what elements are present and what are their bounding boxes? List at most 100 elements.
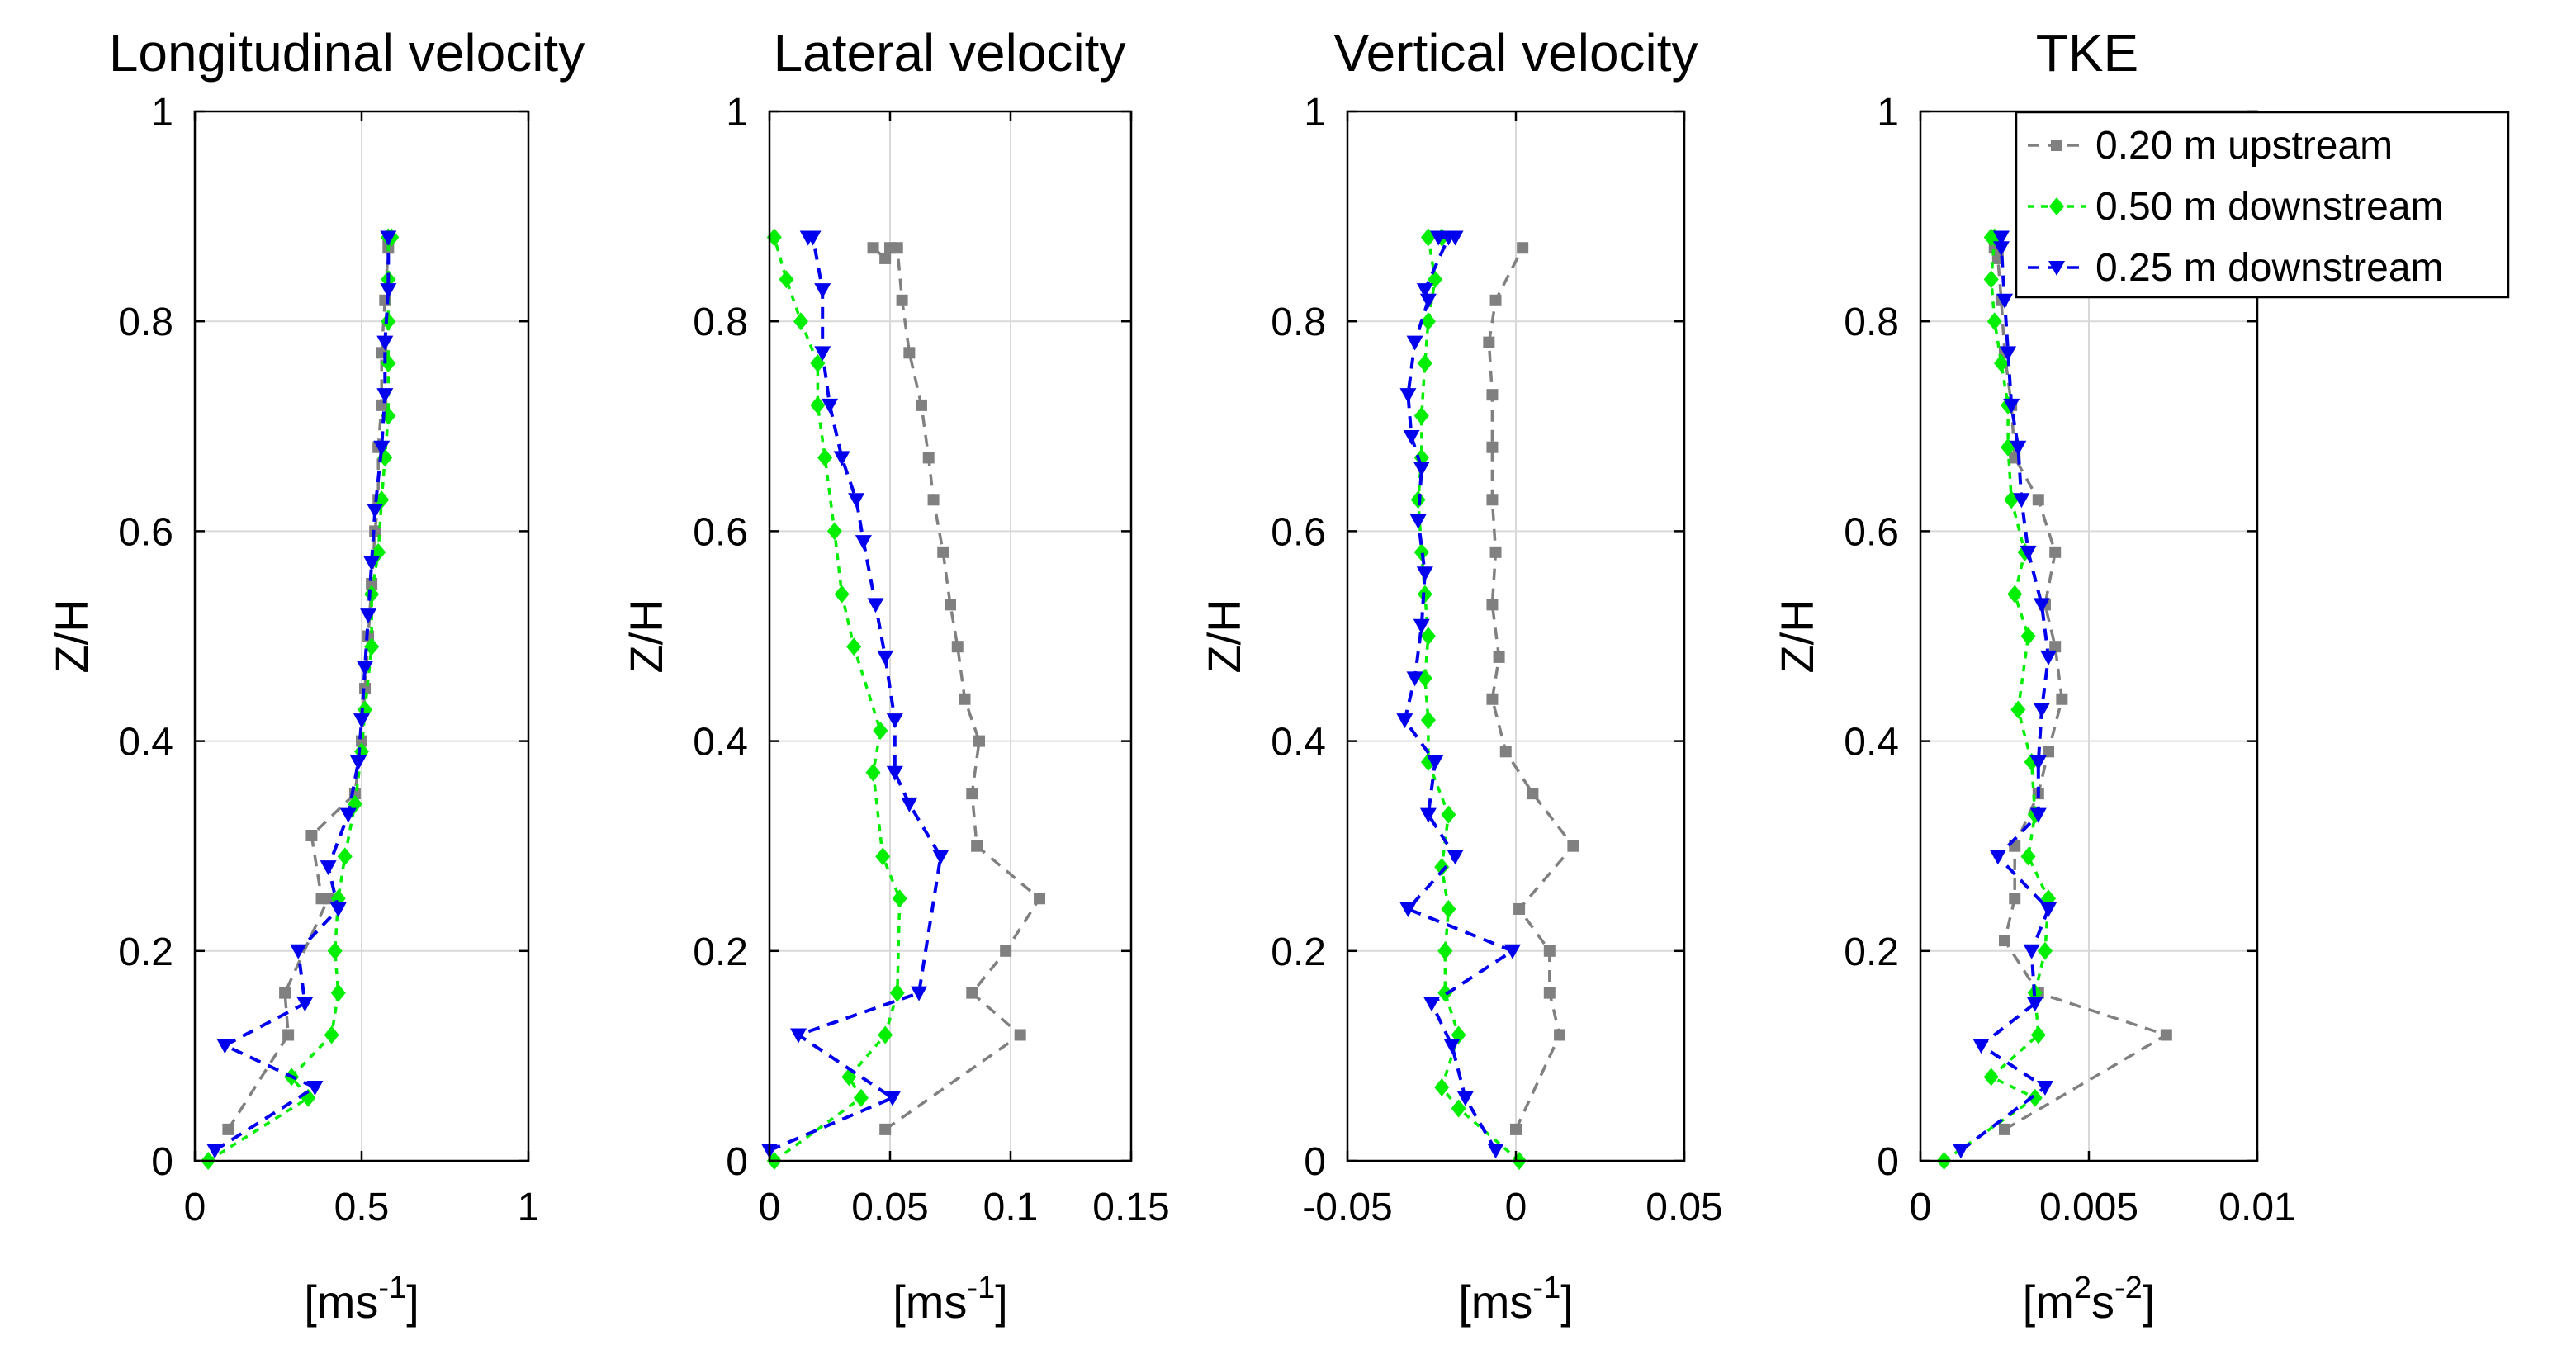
point-down025 xyxy=(2033,703,2050,718)
y-axis-label: Z/H xyxy=(620,599,672,673)
point-down050 xyxy=(2020,627,2036,646)
point-down025 xyxy=(1443,1039,1461,1054)
y-axis-label: Z/H xyxy=(45,599,97,673)
point-down025 xyxy=(376,388,394,404)
point-upstream xyxy=(1483,336,1495,348)
point-upstream xyxy=(2056,693,2068,705)
legend-marker-down050 xyxy=(2049,197,2064,215)
panel-title: TKE xyxy=(2036,23,2138,83)
point-upstream xyxy=(1567,840,1579,852)
x-tick-label: 0 xyxy=(1505,1186,1527,1229)
point-down050 xyxy=(834,585,850,604)
y-tick-label: 0.4 xyxy=(1271,721,1326,765)
point-down025 xyxy=(360,608,377,624)
point-down025 xyxy=(2003,398,2020,414)
point-upstream xyxy=(1513,902,1526,915)
point-down050 xyxy=(826,522,842,541)
y-tick-label: 0.6 xyxy=(118,510,173,554)
point-upstream xyxy=(937,546,949,558)
point-down050 xyxy=(817,448,833,467)
point-down025 xyxy=(1419,807,1437,823)
y-tick-label: 0.8 xyxy=(1844,301,1899,344)
series-line-upstream xyxy=(872,246,1042,1131)
point-down050 xyxy=(2010,700,2026,719)
x-tick-label: 0 xyxy=(759,1186,781,1229)
point-down025 xyxy=(1447,230,1464,246)
point-down050 xyxy=(1417,354,1432,373)
point-down050 xyxy=(853,1088,869,1107)
panel-title: Lateral velocity xyxy=(774,23,1126,83)
point-down050 xyxy=(1434,1078,1450,1097)
point-down050 xyxy=(875,847,891,866)
point-down025 xyxy=(1406,671,1423,687)
point-down025 xyxy=(1456,1091,1474,1106)
series-line-down050 xyxy=(773,237,902,1162)
y-tick-label: 0.8 xyxy=(1271,301,1326,344)
point-down025 xyxy=(2029,755,2047,771)
point-down050 xyxy=(810,395,826,414)
point-down025 xyxy=(1992,230,2010,246)
point-upstream xyxy=(879,1123,892,1135)
point-down025 xyxy=(290,944,307,959)
point-down050 xyxy=(846,637,862,656)
point-upstream xyxy=(305,829,318,841)
point-down025 xyxy=(1487,1144,1504,1159)
point-down025 xyxy=(822,398,838,414)
x-axis-label: [m2s-2] xyxy=(2023,1271,2156,1328)
point-upstream xyxy=(1999,935,2010,947)
point-down050 xyxy=(1434,858,1450,877)
point-down050 xyxy=(1413,542,1429,561)
point-down050 xyxy=(381,312,396,331)
point-upstream xyxy=(971,840,983,852)
point-down050 xyxy=(327,941,343,960)
point-upstream xyxy=(2043,746,2055,758)
point-upstream xyxy=(1486,693,1499,705)
point-down025 xyxy=(886,713,903,729)
point-down025 xyxy=(363,556,381,571)
point-down025 xyxy=(877,650,894,665)
point-down025 xyxy=(357,661,374,676)
panel-1: 0 0.2 0.4 0.6 0.8 1 0 0.5 1 Longitudinal velocity… xyxy=(45,23,585,1328)
y-tick-label: 0.8 xyxy=(118,301,173,344)
point-down025 xyxy=(1403,430,1420,446)
point-down025 xyxy=(833,451,850,466)
point-down025 xyxy=(206,1144,224,1159)
point-down025 xyxy=(1396,713,1413,729)
y-tick-label: 0.6 xyxy=(1271,510,1326,554)
y-tick-label: 1 xyxy=(1877,91,1899,135)
y-tick-label: 0.4 xyxy=(693,721,748,765)
point-down025 xyxy=(1399,902,1417,917)
point-upstream xyxy=(2009,893,2021,905)
point-down025 xyxy=(855,535,872,551)
y-tick-label: 0.6 xyxy=(693,510,748,554)
point-down050 xyxy=(2037,941,2053,960)
x-tick-label: 0.05 xyxy=(1646,1186,1722,1229)
point-down025 xyxy=(1447,850,1464,865)
y-tick-label: 0.4 xyxy=(1844,721,1899,765)
point-down025 xyxy=(2000,346,2017,362)
point-down025 xyxy=(1409,514,1427,529)
point-down050 xyxy=(330,983,346,1002)
point-down025 xyxy=(320,860,337,876)
point-upstream xyxy=(1486,599,1499,611)
y-tick-label: 0.2 xyxy=(1271,930,1326,974)
point-down050 xyxy=(2020,847,2036,866)
point-upstream xyxy=(915,399,927,411)
point-upstream xyxy=(966,788,978,800)
y-tick-label: 0.2 xyxy=(693,930,748,974)
y-tick-label: 1 xyxy=(726,91,748,135)
point-down050 xyxy=(1993,354,2009,373)
x-axis-label: [ms-1] xyxy=(893,1271,1008,1328)
point-upstream xyxy=(1489,294,1502,306)
x-tick-label: 0.01 xyxy=(2218,1186,2295,1229)
point-down025 xyxy=(1406,335,1423,351)
point-upstream xyxy=(2160,1029,2172,1041)
point-down025 xyxy=(367,503,384,519)
point-upstream xyxy=(884,242,896,254)
point-down025 xyxy=(2023,944,2040,959)
point-down025 xyxy=(1989,850,2006,865)
x-tick-label: 0.5 xyxy=(334,1186,390,1229)
point-down025 xyxy=(1430,230,1447,246)
point-down025 xyxy=(1503,944,1521,959)
